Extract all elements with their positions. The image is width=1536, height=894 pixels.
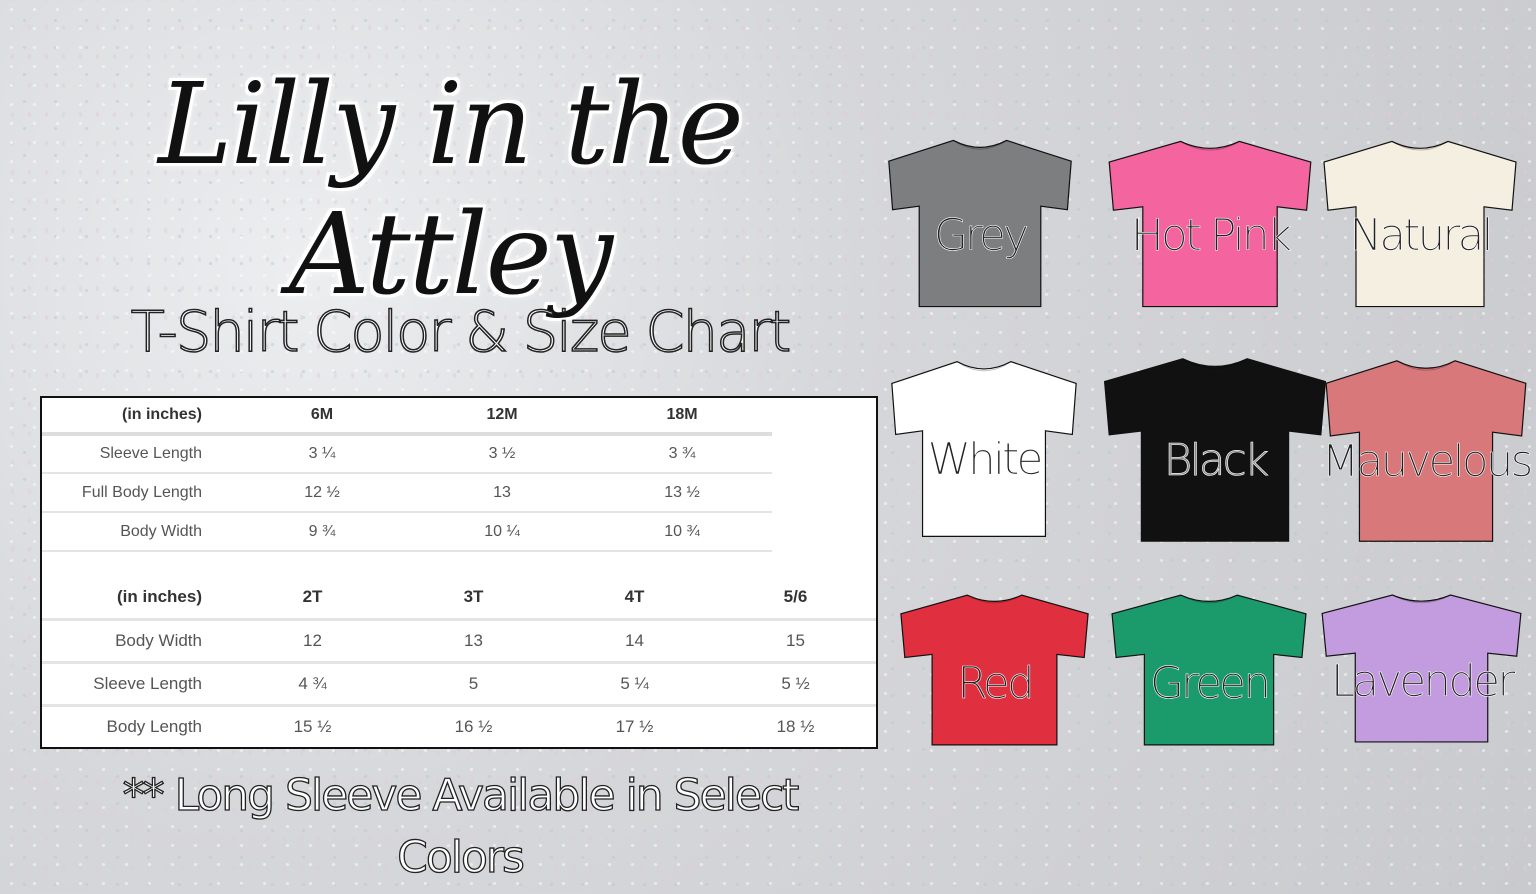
table-row: Sleeve Length 4 ¾ 5 5 ¼ 5 ½ [42,662,876,705]
table-cell: 13 [464,630,483,650]
table-cell: 18 ½ [776,717,815,737]
table-header: 3T [463,586,484,606]
table-header: 5/6 [783,586,808,606]
table-row: Body Width 12 13 14 15 [42,619,876,662]
color-name-label: Mauvelous [1321,435,1533,488]
table-cell: 10 ¾ [664,522,700,540]
table-cell: 5 ¼ [620,673,649,693]
row-label: Body Width [120,522,202,540]
color-name-label: Black [1163,434,1269,486]
table-header: (in inches) [121,406,202,423]
tshirt-swatch-green: Green [1108,592,1310,748]
tshirt-icon [1320,138,1520,310]
row-label: Body Width [115,630,202,650]
table-row: Sleeve Length 3 ¼ 3 ½ 3 ¾ [42,434,772,473]
table-cell: 17 ½ [615,717,654,737]
table-cell: 15 ½ [293,717,332,737]
tshirt-icon [1108,592,1310,748]
page-title: T-Shirt Color & Size Chart [130,299,792,366]
size-chart: (in inches) 6M 12M 18M Sleeve Length 3 ¼… [40,396,878,749]
table-cell: 4 ¾ [298,673,327,693]
table-header: 2T [302,586,323,606]
color-name-label: Lavender [1330,656,1515,708]
table-header-row: (in inches) 6M 12M 18M [42,398,772,434]
table-cell: 13 [493,483,511,501]
tshirt-icon [1105,138,1315,310]
tshirt-swatch-black: Black [1100,355,1330,545]
size-table-infant: (in inches) 6M 12M 18M Sleeve Length 3 ¼… [42,398,772,552]
color-name-label: Grey [933,209,1030,261]
tshirt-icon [1100,355,1330,545]
table-cell: 12 ½ [304,483,340,501]
table-row: Body Width 9 ¾ 10 ¼ 10 ¾ [42,512,772,551]
row-label: Body Length [106,717,202,737]
tshirt-swatch-natural: Natural [1320,138,1520,310]
color-name-label: Natural [1349,210,1494,262]
table-cell: 16 ½ [454,717,493,737]
table-cell: 14 [625,630,644,650]
table-row: Full Body Length 12 ½ 13 13 ½ [42,473,772,512]
long-sleeve-note: ** Long Sleeve Available in Select Color… [122,769,800,883]
table-cell: 13 ½ [664,483,700,501]
tshirt-swatch-hot-pink: Hot Pink [1105,138,1315,310]
table-cell: 10 ¼ [484,522,520,540]
tshirt-icon [885,137,1075,310]
table-header-row: (in inches) 2T 3T 4T 5/6 [42,576,876,619]
table-cell: 3 ½ [488,445,516,462]
table-cell: 5 ½ [781,673,810,693]
brand-logo: Lilly in the Attley [158,60,744,320]
tshirt-icon [897,592,1092,748]
table-row: Body Length 15 ½ 16 ½ 17 ½ 18 ½ [42,705,876,748]
row-label: Full Body Length [81,483,202,501]
row-label: Sleeve Length [99,445,202,462]
table-cell: 12 [303,630,322,650]
tshirt-icon [1318,592,1525,745]
size-table-toddler: (in inches) 2T 3T 4T 5/6 Body Width 12 1… [42,576,876,748]
table-header: 6M [310,406,334,423]
table-cell: 3 ¼ [308,445,336,462]
table-header: 4T [624,586,645,606]
table-header: (in inches) [116,586,202,606]
tshirt-icon [888,358,1080,540]
tshirt-swatch-red: Red [897,592,1092,748]
table-header: 12M [486,406,518,423]
tshirt-swatch-grey: Grey [885,137,1075,310]
color-name-label: Hot Pink [1130,210,1292,262]
table-header: 18M [666,406,698,423]
tshirt-swatch-mauvelous: Mauvelous [1321,357,1534,545]
tshirt-swatch-white: White [888,358,1080,540]
table-cell: 9 ¾ [308,522,336,540]
table-cell: 15 [786,630,805,650]
color-name-label: White [927,434,1044,486]
table-cell: 3 ¾ [668,445,696,462]
row-label: Sleeve Length [93,673,202,693]
color-name-label: Red [957,657,1035,709]
color-name-label: Green [1149,657,1272,709]
tshirt-swatch-lavender: Lavender [1318,592,1525,745]
tshirt-icon [1322,357,1530,545]
table-cell: 5 [468,673,479,693]
